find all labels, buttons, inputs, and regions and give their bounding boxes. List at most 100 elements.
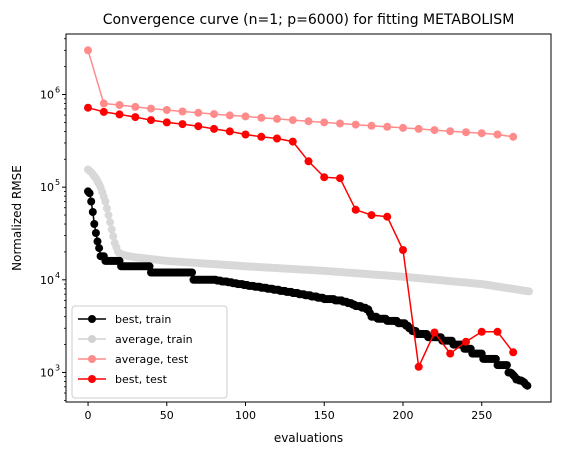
data-point <box>289 138 297 146</box>
data-point <box>131 113 139 121</box>
data-point <box>116 110 124 118</box>
data-point <box>509 348 517 356</box>
data-point <box>503 361 511 369</box>
data-point <box>89 208 97 216</box>
data-point <box>194 122 202 130</box>
data-point <box>242 112 250 120</box>
y-tick-label: 10 <box>40 181 54 194</box>
data-point <box>94 237 102 245</box>
data-point <box>87 198 95 206</box>
data-point <box>103 204 111 212</box>
data-point <box>84 46 92 54</box>
data-point <box>336 120 344 128</box>
data-point <box>100 108 108 116</box>
data-point <box>383 123 391 131</box>
data-point <box>179 120 187 128</box>
data-point <box>336 174 344 182</box>
y-tick-exponent: 4 <box>55 271 60 280</box>
data-point <box>226 127 234 135</box>
legend-marker <box>88 375 96 383</box>
data-point <box>86 189 94 197</box>
legend-marker <box>88 355 96 363</box>
data-point <box>305 117 313 125</box>
y-axis-label: Normalized RMSE <box>10 165 24 271</box>
legend-marker <box>88 315 96 323</box>
data-point <box>210 110 218 118</box>
y-tick-exponent: 3 <box>55 363 60 372</box>
legend-label: best, test <box>115 373 168 386</box>
legend-label: average, test <box>115 353 189 366</box>
data-point <box>273 135 281 143</box>
x-tick-label: 100 <box>235 409 256 422</box>
chart-title: Convergence curve (n=1; p=6000) for fitt… <box>103 12 515 28</box>
y-tick-label: 10 <box>40 274 54 287</box>
data-point <box>257 133 265 141</box>
data-point <box>226 111 234 119</box>
data-point <box>116 101 124 109</box>
y-tick-exponent: 6 <box>55 86 60 95</box>
data-point <box>273 115 281 123</box>
data-point <box>478 129 486 137</box>
data-point <box>147 105 155 113</box>
y-tick-label: 10 <box>40 89 54 102</box>
data-point <box>494 328 502 336</box>
data-point <box>194 109 202 117</box>
x-axis-label: evaluations <box>274 431 343 445</box>
data-point <box>352 206 360 214</box>
data-point <box>100 100 108 108</box>
data-point <box>101 198 109 206</box>
data-point <box>305 157 313 165</box>
data-point <box>509 133 517 141</box>
data-point <box>478 328 486 336</box>
series-average-test <box>84 46 517 141</box>
data-point <box>523 382 531 390</box>
data-point <box>525 287 533 295</box>
x-tick-label: 50 <box>160 409 174 422</box>
data-point <box>131 103 139 111</box>
data-point <box>179 108 187 116</box>
data-point <box>368 122 376 130</box>
legend: best, train average, train average, test be… <box>72 306 227 398</box>
data-point <box>494 131 502 139</box>
y-tick-exponent: 5 <box>55 178 60 187</box>
data-point <box>415 125 423 133</box>
y-tick-label: 10 <box>40 366 54 379</box>
legend-marker <box>88 335 96 343</box>
data-point <box>147 116 155 124</box>
data-point <box>188 269 196 277</box>
data-point <box>462 128 470 136</box>
data-point <box>92 229 100 237</box>
data-point <box>352 121 360 129</box>
legend-label: average, train <box>115 333 193 346</box>
data-point <box>320 118 328 126</box>
data-point <box>320 173 328 181</box>
data-point <box>446 127 454 135</box>
data-point <box>399 246 407 254</box>
data-point <box>257 114 265 122</box>
data-point <box>431 126 439 134</box>
legend-label: best, train <box>115 313 171 326</box>
data-point <box>163 106 171 114</box>
data-point <box>84 104 92 112</box>
data-point <box>462 338 470 346</box>
x-tick-label: 250 <box>471 409 492 422</box>
data-point <box>431 329 439 337</box>
data-point <box>399 124 407 132</box>
data-point <box>383 213 391 221</box>
data-point <box>289 116 297 124</box>
data-point <box>90 220 98 228</box>
data-point <box>210 125 218 133</box>
data-point <box>109 232 117 240</box>
x-tick-label: 150 <box>314 409 335 422</box>
data-point <box>95 244 103 252</box>
data-point <box>415 363 423 371</box>
data-point <box>106 218 114 226</box>
x-tick-label: 0 <box>85 409 92 422</box>
data-point <box>105 211 113 219</box>
data-point <box>163 118 171 126</box>
data-point <box>446 350 454 358</box>
data-point <box>368 211 376 219</box>
x-tick-label: 200 <box>392 409 413 422</box>
data-point <box>108 225 116 233</box>
